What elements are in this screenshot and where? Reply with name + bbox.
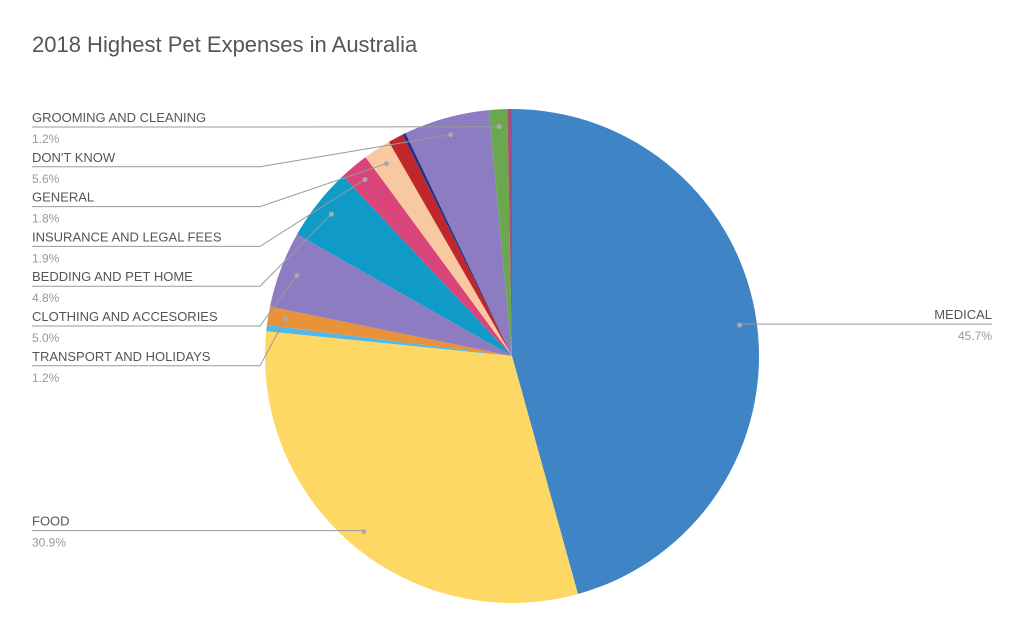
leader-line [32,213,332,287]
slice-label: INSURANCE AND LEGAL FEES [32,229,222,244]
leader-dot [496,124,502,130]
slice-label: DON'T KNOW [32,150,116,165]
slice-value-label: 1.2% [32,132,60,146]
leader-dot [328,211,334,217]
pie-slice [507,109,512,356]
slice-value-label: 1.8% [32,212,60,226]
slice-label: TRANSPORT AND HOLIDAYS [32,349,211,364]
slice-value-label: 30.9% [32,536,66,550]
leader-dot [294,272,300,278]
pie-slice [405,110,512,356]
leader-dot [448,132,454,138]
leader-line [32,275,298,327]
pie-slice [266,325,512,356]
slice-label: BEDDING AND PET HOME [32,269,193,284]
leader-line [32,179,366,247]
leader-line [32,163,387,208]
leader-dot [361,529,367,535]
pie-slice [488,109,512,356]
leader-dot [362,176,368,182]
pie-slice [266,306,512,356]
chart-title: 2018 Highest Pet Expenses in Australia [32,32,418,57]
pie-slice [402,133,512,356]
pie-slice [512,109,759,595]
slice-value-label: 4.8% [32,291,60,305]
leader-line [739,323,992,326]
pie-slice [269,234,512,356]
pie-slice [388,134,512,356]
slice-label: FOOD [32,514,70,529]
slice-value-label: 1.9% [32,251,60,265]
slice-value-label: 5.6% [32,172,60,186]
slice-value-label: 1.2% [32,371,60,385]
pie-slice [297,175,512,356]
pie-slice [265,331,578,603]
slice-label: MEDICAL [934,307,992,322]
slice-label: GROOMING AND CLEANING [32,110,206,125]
pie-slice [342,157,512,356]
leader-dot [737,322,743,328]
leader-line [32,530,365,532]
leader-dot [383,161,389,167]
slice-label: GENERAL [32,190,94,205]
leader-line [32,134,451,168]
leader-line [32,318,286,367]
leader-dot [282,316,288,322]
slice-value-label: 5.0% [32,331,60,345]
slice-label: CLOTHING AND ACCESORIES [32,309,218,324]
slice-value-label: 45.7% [958,329,992,343]
pie-slice [365,141,512,356]
